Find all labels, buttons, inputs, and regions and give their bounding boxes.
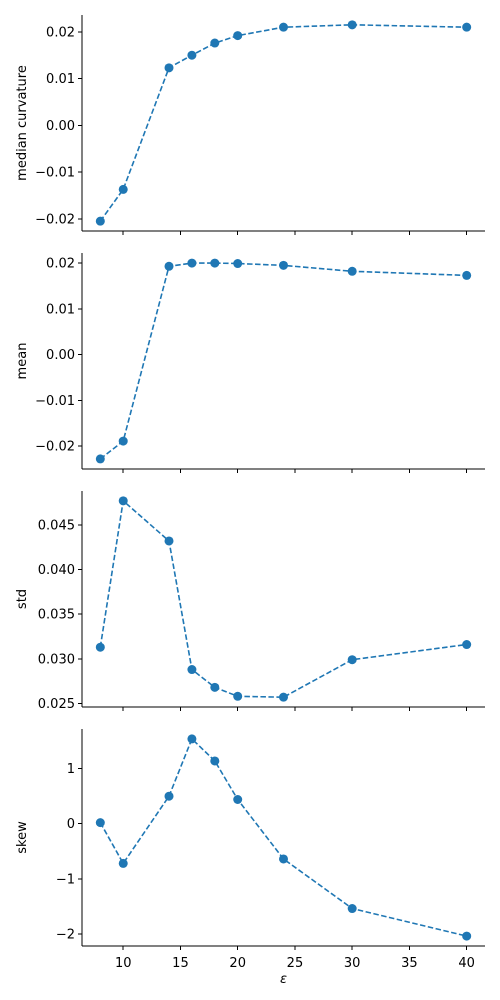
data-point	[95, 642, 105, 652]
data-point	[187, 665, 197, 675]
data-point	[233, 31, 243, 41]
x-tick-label: 30	[344, 956, 361, 971]
y-tick-label: −0.02	[35, 212, 75, 227]
data-point	[279, 854, 288, 864]
data-point	[279, 260, 288, 270]
y-tick-label: 0.02	[46, 25, 75, 40]
y-tick-label: 0.030	[38, 652, 75, 667]
y-tick-label: 0.00	[46, 119, 75, 134]
x-tick-label: 10	[115, 956, 132, 971]
y-tick-label: −0.01	[35, 394, 75, 409]
series-line	[99, 262, 467, 460]
y-tick-label: 0.025	[38, 697, 75, 712]
data-point	[210, 38, 220, 48]
data-point	[95, 454, 105, 464]
x-axis-label: ε	[280, 972, 287, 987]
data-point	[279, 692, 288, 702]
data-point	[233, 794, 243, 804]
y-tick-label: 0.040	[38, 563, 75, 578]
series-line	[99, 737, 467, 937]
data-point	[164, 63, 174, 73]
y-axis-label: skew	[15, 821, 30, 854]
y-tick-label: −2	[56, 927, 75, 942]
data-point	[118, 858, 128, 868]
y-tick-label: −1	[56, 872, 75, 887]
data-point	[187, 258, 197, 268]
data-point	[347, 266, 357, 276]
data-point	[347, 20, 357, 30]
data-point	[233, 691, 243, 701]
x-tick-label: 25	[287, 956, 304, 971]
data-point	[347, 655, 357, 665]
y-tick-label: −0.02	[35, 440, 75, 455]
data-point	[210, 756, 220, 766]
y-tick-label: 0.01	[46, 302, 75, 317]
x-tick-label: 40	[458, 956, 475, 971]
data-point	[164, 791, 174, 801]
data-point	[164, 261, 174, 271]
data-point	[187, 734, 197, 744]
data-point	[118, 496, 128, 506]
data-point	[462, 270, 472, 280]
data-point	[95, 216, 105, 226]
x-tick-label: 35	[401, 956, 418, 971]
data-point	[462, 931, 472, 941]
y-tick-label: 1	[67, 762, 75, 777]
x-tick-label: 20	[229, 956, 246, 971]
data-point	[279, 22, 288, 32]
y-tick-label: 0.045	[38, 518, 75, 533]
y-axis-label: std	[15, 589, 30, 609]
y-tick-label: 0	[67, 817, 75, 832]
data-point	[187, 50, 197, 60]
data-point	[118, 436, 128, 446]
data-point	[95, 818, 105, 828]
y-tick-label: 0.02	[46, 257, 75, 272]
y-tick-label: 0.01	[46, 72, 75, 87]
data-point	[347, 904, 357, 914]
data-point	[233, 259, 243, 269]
y-tick-label: 0.035	[38, 608, 75, 623]
y-tick-label: −0.01	[35, 166, 75, 181]
y-tick-label: 0.00	[46, 348, 75, 363]
y-axis-label: mean	[15, 343, 30, 380]
y-axis-label: median curvature	[15, 65, 30, 181]
x-tick-label: 15	[172, 956, 189, 971]
data-point	[462, 22, 472, 32]
data-point	[210, 682, 220, 692]
data-point	[210, 258, 220, 268]
data-point	[164, 536, 174, 546]
data-point	[118, 184, 128, 194]
data-point	[462, 640, 472, 650]
